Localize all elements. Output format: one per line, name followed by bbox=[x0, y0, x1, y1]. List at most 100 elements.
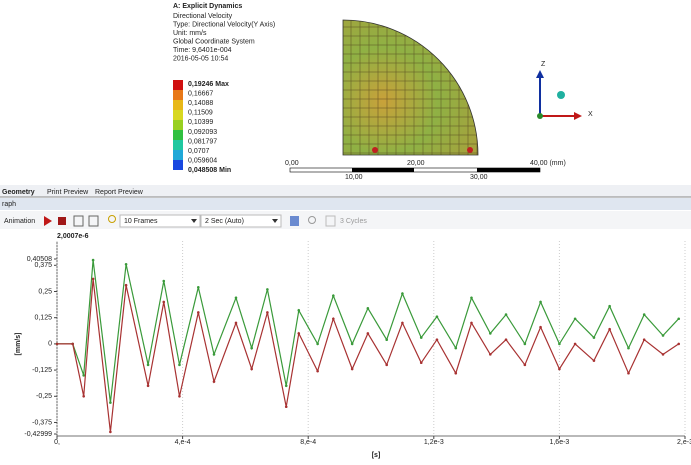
point bbox=[593, 336, 596, 339]
point bbox=[125, 284, 128, 287]
point bbox=[285, 405, 288, 408]
point bbox=[677, 317, 680, 320]
point bbox=[420, 336, 423, 339]
legend-label: 0,19246 Max bbox=[188, 81, 229, 88]
x-tick-label: 0, bbox=[54, 439, 60, 446]
point bbox=[436, 338, 439, 341]
point bbox=[213, 380, 216, 383]
point bbox=[539, 301, 542, 304]
hotspot bbox=[467, 147, 473, 153]
legend-label: 0,059604 bbox=[188, 158, 217, 165]
point bbox=[627, 372, 630, 375]
legend-label: 0,14088 bbox=[188, 100, 213, 107]
point bbox=[524, 364, 527, 367]
legend-label: 0,16667 bbox=[188, 90, 213, 97]
y-tick-label: 0,125 bbox=[34, 315, 52, 322]
point bbox=[505, 313, 508, 316]
point bbox=[489, 353, 492, 356]
point bbox=[574, 343, 577, 346]
point bbox=[608, 328, 611, 331]
point bbox=[454, 347, 457, 350]
point bbox=[332, 294, 335, 297]
graph-button[interactable] bbox=[290, 216, 299, 226]
chart-top-label: 2,0007e-6 bbox=[57, 233, 89, 240]
point bbox=[82, 374, 85, 377]
scale-label: 0,00 bbox=[285, 160, 299, 167]
point bbox=[92, 259, 95, 262]
axis-z: Z bbox=[541, 61, 546, 68]
point bbox=[266, 288, 269, 291]
point bbox=[235, 296, 238, 299]
point bbox=[213, 353, 216, 356]
point bbox=[470, 296, 473, 299]
scale-label: 20,00 bbox=[407, 160, 425, 167]
series-line bbox=[57, 260, 679, 403]
result-line: Directional Velocity bbox=[173, 13, 233, 20]
point bbox=[56, 343, 59, 346]
tab[interactable]: Report Preview bbox=[95, 189, 144, 196]
triad bbox=[536, 70, 582, 120]
screenshot: A: Explicit Dynamics 0,00 20,00 40,00 (m… bbox=[0, 0, 691, 460]
point bbox=[235, 322, 238, 325]
point bbox=[82, 395, 85, 398]
fem-mesh bbox=[343, 20, 478, 155]
result-line: Time: 9,6401e-004 bbox=[173, 47, 232, 54]
x-tick-label: 1,2e-3 bbox=[424, 439, 444, 446]
stop-button[interactable] bbox=[58, 217, 66, 225]
point bbox=[197, 286, 200, 289]
point bbox=[558, 368, 561, 371]
point bbox=[351, 343, 354, 346]
y-tick-label: -0,125 bbox=[32, 367, 52, 374]
result-line: 2016-05-05 10:54 bbox=[173, 55, 228, 62]
y-tick-label: 0,375 bbox=[34, 262, 52, 269]
point bbox=[385, 364, 388, 367]
point bbox=[162, 280, 165, 283]
point bbox=[285, 385, 288, 388]
point bbox=[316, 343, 319, 346]
point bbox=[420, 361, 423, 364]
tab[interactable]: Print Preview bbox=[47, 189, 89, 196]
point bbox=[71, 343, 74, 346]
point bbox=[297, 332, 300, 335]
legend-label: 0,092093 bbox=[188, 129, 217, 136]
point bbox=[643, 338, 646, 341]
point bbox=[454, 372, 457, 375]
x-axis-label: [s] bbox=[372, 452, 381, 459]
point bbox=[608, 305, 611, 308]
x-tick-label: 8,e-4 bbox=[300, 439, 316, 446]
y-tick-label: -0,375 bbox=[32, 419, 52, 426]
point bbox=[401, 292, 404, 295]
point bbox=[436, 315, 439, 318]
y-axis-label: [mm/s] bbox=[15, 333, 22, 356]
panel-title: raph bbox=[2, 201, 16, 208]
point bbox=[505, 338, 508, 341]
point bbox=[297, 309, 300, 312]
scale-label: 40,00 (mm) bbox=[530, 160, 566, 167]
point bbox=[643, 313, 646, 316]
point bbox=[401, 322, 404, 325]
point bbox=[178, 395, 181, 398]
result-title: A: Explicit Dynamics bbox=[173, 3, 242, 10]
panel-header bbox=[0, 198, 691, 210]
point bbox=[109, 401, 112, 404]
point bbox=[162, 301, 165, 304]
point bbox=[92, 278, 95, 281]
point bbox=[574, 317, 577, 320]
result-line: Unit: mm/s bbox=[173, 30, 207, 37]
point bbox=[266, 311, 269, 314]
scale-label: 10,00 bbox=[345, 174, 363, 181]
legend-label: 0,0707 bbox=[188, 148, 210, 155]
contour-legend bbox=[173, 80, 183, 170]
frames-value: 10 Frames bbox=[124, 218, 158, 225]
point bbox=[593, 359, 596, 362]
point bbox=[178, 364, 181, 367]
point bbox=[367, 332, 370, 335]
point bbox=[367, 307, 370, 310]
tab[interactable]: Geometry bbox=[2, 189, 35, 196]
point bbox=[539, 326, 542, 329]
x-tick-label: 4,e-4 bbox=[175, 439, 191, 446]
point bbox=[662, 353, 665, 356]
legend-label: 0,048508 Min bbox=[188, 167, 231, 174]
point bbox=[470, 322, 473, 325]
point bbox=[627, 347, 630, 350]
